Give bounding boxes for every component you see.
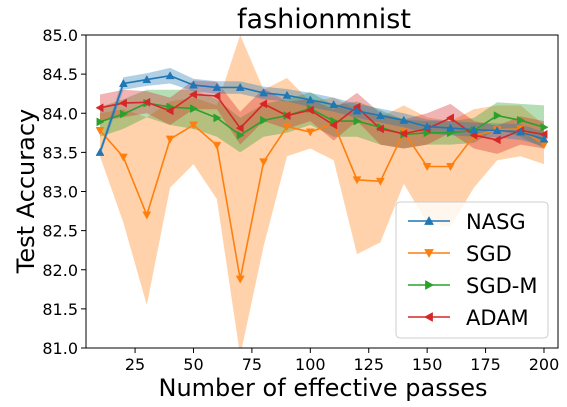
x-tick-label: 25 — [125, 355, 145, 374]
legend-marker-adam — [423, 312, 433, 322]
y-tick-label: 82.5 — [42, 222, 78, 241]
legend-label-sgd-m: SGD-M — [466, 274, 537, 298]
point-nasg-90 — [282, 90, 292, 99]
y-tick-label: 84.0 — [42, 104, 78, 123]
point-adam-160 — [445, 113, 454, 123]
point-adam-20 — [118, 98, 127, 108]
point-adam-80 — [259, 99, 268, 109]
point-adam-130 — [375, 124, 384, 134]
point-nasg-70 — [235, 82, 245, 91]
point-sgd-40 — [165, 135, 175, 144]
y-axis-title: Test Accuracy — [12, 109, 40, 274]
point-nasg-100 — [305, 95, 315, 104]
y-tick-label: 82.0 — [42, 261, 78, 280]
x-tick-label: 150 — [412, 355, 443, 374]
legend: NASG SGD SGD-M ADAM — [395, 201, 549, 339]
point-sgd-m-120 — [353, 116, 362, 126]
point-nasg-160 — [446, 123, 455, 132]
y-tick-label: 85.0 — [42, 26, 78, 45]
point-sgd-m-60 — [213, 113, 222, 123]
band-nasg — [100, 67, 544, 157]
legend-label-adam: ADAM — [466, 306, 529, 330]
point-nasg-30 — [142, 75, 152, 84]
point-sgd-m-10 — [96, 117, 105, 127]
x-axis: 25 50 75 100 125 150 175 200 — [125, 348, 559, 374]
point-nasg-60 — [212, 82, 222, 91]
point-sgd-130 — [375, 177, 385, 186]
point-adam-50 — [188, 90, 197, 99]
point-adam-30 — [142, 97, 151, 107]
legend-label-nasg: NASG — [466, 210, 526, 234]
point-sgd-m-20 — [119, 109, 128, 119]
point-sgd-m-190 — [517, 115, 526, 125]
x-tick-label: 100 — [295, 355, 326, 374]
line-sgd — [99, 122, 545, 280]
point-sgd-80 — [259, 158, 269, 167]
y-axis: 81.0 81.5 82.0 82.5 83.0 83.5 84.0 84.5 85.0 — [42, 26, 86, 358]
legend-marker-sgd-m — [425, 280, 435, 290]
point-adam-180 — [492, 135, 501, 145]
x-tick-label: 125 — [353, 355, 384, 374]
point-sgd-150 — [422, 163, 432, 172]
point-nasg-190 — [516, 127, 526, 136]
point-sgd-m-50 — [190, 104, 199, 114]
point-nasg-80 — [259, 88, 269, 97]
point-nasg-10 — [95, 147, 105, 156]
y-tick-label: 81.0 — [42, 339, 78, 358]
point-sgd-120 — [352, 176, 362, 185]
point-adam-100 — [305, 105, 314, 115]
point-nasg-20 — [118, 78, 128, 87]
y-tick-label: 84.5 — [42, 65, 78, 84]
point-adam-170 — [469, 130, 478, 140]
point-sgd-m-200 — [540, 122, 549, 132]
series-markers — [95, 71, 549, 284]
point-sgd-160 — [446, 163, 455, 172]
point-nasg-200 — [539, 134, 549, 143]
point-sgd-70 — [235, 275, 245, 284]
y-tick-label: 81.5 — [42, 300, 78, 319]
legend-label-sgd: SGD — [466, 242, 512, 266]
legend-box — [395, 201, 549, 339]
legend-marker-nasg — [424, 215, 434, 225]
x-axis-title: Number of effective passes — [159, 374, 488, 402]
point-adam-70 — [235, 123, 244, 133]
point-nasg-50 — [189, 80, 198, 89]
point-sgd-30 — [142, 211, 152, 220]
legend-marker-sgd — [424, 249, 434, 259]
x-tick-label: 175 — [470, 355, 501, 374]
point-sgd-60 — [212, 141, 222, 150]
point-sgd-10 — [95, 127, 105, 136]
point-adam-110 — [329, 120, 338, 130]
point-nasg-180 — [492, 125, 502, 134]
x-tick-label: 75 — [242, 355, 262, 374]
point-adam-140 — [399, 129, 408, 139]
point-nasg-120 — [352, 106, 362, 115]
band-sgd-m — [100, 89, 544, 153]
point-nasg-130 — [375, 111, 385, 120]
point-nasg-170 — [469, 125, 479, 134]
point-nasg-110 — [329, 100, 339, 109]
point-adam-10 — [95, 103, 104, 113]
point-adam-90 — [282, 111, 291, 121]
point-sgd-20 — [118, 153, 128, 162]
x-tick-label: 50 — [183, 355, 203, 374]
point-sgd-90 — [282, 123, 292, 132]
x-tick-label: 200 — [529, 355, 560, 374]
y-tick-label: 83.5 — [42, 143, 78, 162]
band-sgd — [100, 35, 544, 348]
y-tick-label: 83.0 — [42, 183, 78, 202]
chart-title: fashionmnist — [237, 4, 411, 35]
point-sgd-m-180 — [493, 111, 502, 121]
point-nasg-40 — [165, 71, 175, 80]
point-sgd-50 — [189, 121, 198, 130]
point-nasg-150 — [422, 122, 432, 131]
point-nasg-140 — [399, 115, 409, 124]
point-sgd-100 — [305, 128, 315, 137]
point-sgd-m-80 — [260, 115, 269, 125]
line-nasg — [99, 74, 545, 153]
point-adam-60 — [212, 91, 221, 101]
point-sgd-m-70 — [236, 130, 245, 140]
point-adam-40 — [165, 106, 174, 116]
